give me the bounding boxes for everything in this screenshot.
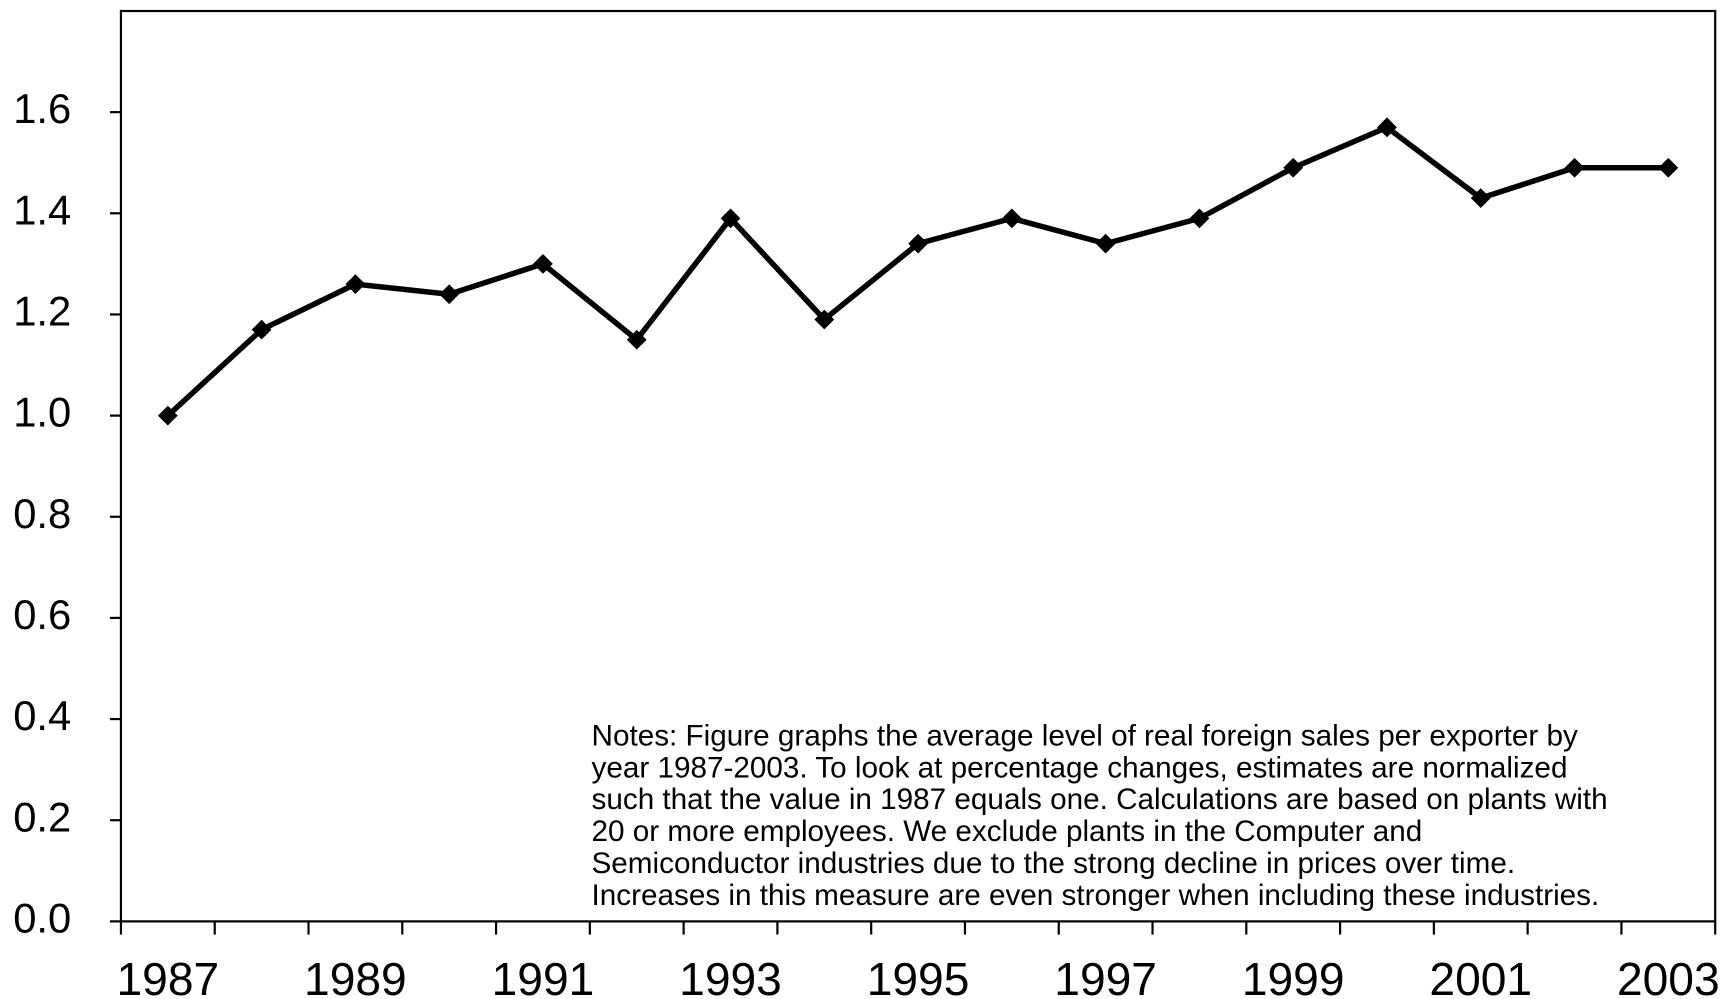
data-point (626, 329, 647, 350)
annotation-line: Semiconductor industries due to the stro… (592, 847, 1516, 880)
plot-frame (119, 9, 1717, 923)
x-tick-label: 1989 (304, 953, 407, 999)
x-tick-label: 1997 (1054, 953, 1157, 999)
x-tick-label: 2001 (1429, 953, 1532, 999)
data-point (1189, 208, 1210, 229)
annotation-line: Increases in this measure are even stron… (592, 879, 1600, 912)
data-point (439, 284, 460, 305)
data-point (1377, 117, 1397, 138)
x-tick-label: 1993 (679, 953, 782, 999)
data-point (1001, 208, 1022, 229)
annotation-line: such that the value in 1987 equals one. … (592, 783, 1608, 816)
y-tick-label: 1.6 (13, 85, 71, 132)
y-tick-label: 1.0 (13, 389, 71, 436)
annotation-line: year 1987-2003. To look at percentage ch… (592, 751, 1568, 784)
y-tick-label: 1.4 (13, 186, 71, 233)
x-tick-label: 1991 (492, 953, 595, 999)
x-tick-label: 2003 (1617, 953, 1720, 999)
y-tick-label: 0.0 (13, 894, 71, 941)
data-point (1095, 233, 1116, 254)
data-point (1470, 188, 1491, 209)
data-point (1564, 157, 1585, 178)
data-point (908, 233, 928, 254)
y-tick-label: 1.2 (13, 287, 71, 334)
x-tick-label: 1999 (1242, 953, 1345, 999)
y-tick-label: 0.4 (13, 692, 71, 739)
data-point (1658, 157, 1679, 178)
data-point (157, 405, 178, 426)
x-tick-label: 1987 (116, 953, 219, 999)
annotation-line: Notes: Figure graphs the average level o… (592, 719, 1578, 752)
data-line (165, 124, 1669, 418)
y-tick-label: 0.8 (13, 490, 71, 537)
data-point (533, 253, 553, 274)
data-point (345, 274, 366, 295)
y-tick-label: 0.2 (13, 793, 71, 840)
x-tick-label: 1995 (867, 953, 970, 999)
y-tick-label: 0.6 (13, 591, 71, 638)
data-point (1283, 157, 1304, 178)
annotation-line: 20 or more employees. We exclude plants … (592, 815, 1423, 848)
